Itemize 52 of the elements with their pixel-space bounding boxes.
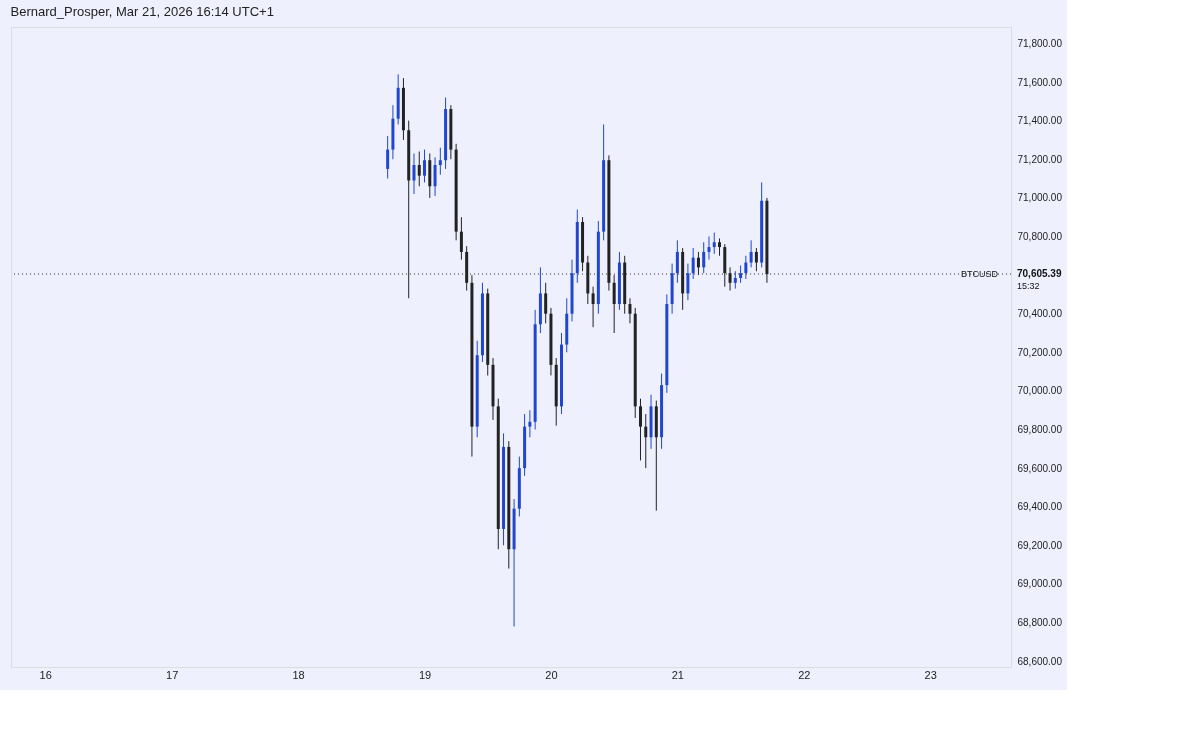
y-tick-label: 71,400.00 xyxy=(1017,115,1063,127)
candlestick xyxy=(628,297,632,324)
y-tick-label: 71,600.00 xyxy=(1017,76,1063,88)
candlestick xyxy=(675,239,679,284)
candlestick xyxy=(707,235,711,261)
y-tick-label: 71,800.00 xyxy=(1017,37,1063,49)
candlestick xyxy=(544,282,548,324)
text: 15:32 xyxy=(1017,281,1040,292)
candlestick xyxy=(591,286,595,328)
x-tick-label: 17 xyxy=(166,668,179,681)
y-tick-label: 70,000.00 xyxy=(1017,385,1063,397)
candlestick xyxy=(639,398,642,461)
y-tick-label: 69,200.00 xyxy=(1017,539,1063,551)
candlestick xyxy=(386,135,390,180)
candlestick xyxy=(433,156,437,197)
x-tick-label: 19 xyxy=(418,668,432,681)
x-tick-label: 20 xyxy=(545,668,558,681)
candlestick xyxy=(691,247,695,280)
candlestick xyxy=(712,232,716,255)
candlestick xyxy=(702,241,706,274)
y-tick-label: 70,800.00 xyxy=(1017,230,1063,242)
y-tick-label: 69,800.00 xyxy=(1017,424,1063,436)
y-tick-label: 69,600.00 xyxy=(1017,462,1063,474)
x-tick-label: 18 xyxy=(292,668,305,681)
x-tick-label: 16 xyxy=(39,668,52,681)
candlestick xyxy=(438,147,442,176)
y-tick-label: 70,200.00 xyxy=(1017,346,1063,358)
candlestick xyxy=(412,152,416,195)
candlestick xyxy=(749,239,753,268)
x-tick-label: 22 xyxy=(798,668,811,681)
candlestick xyxy=(417,151,421,187)
annotation: BTCUSD xyxy=(961,269,999,280)
y-tick-label: 71,200.00 xyxy=(1017,153,1063,165)
candlestick xyxy=(744,255,748,280)
chart-title: Bernard_Prosper, Mar 21, 2026 16:14 UTC+1 xyxy=(10,4,274,19)
y-tick-label: 71,000.00 xyxy=(1017,192,1063,204)
x-tick-label: 21 xyxy=(671,668,684,681)
ref-line-label: 70,605.39 xyxy=(1017,268,1062,280)
candlestick xyxy=(754,247,758,272)
candlestick xyxy=(459,216,463,261)
y-tick-label: 69,400.00 xyxy=(1017,501,1063,513)
candlestick xyxy=(728,266,732,292)
y-tick-label: 68,800.00 xyxy=(1017,617,1063,629)
y-tick-label: 70,400.00 xyxy=(1017,308,1063,320)
candlestick xyxy=(612,274,616,334)
candlestick xyxy=(686,263,690,301)
x-tick-label: 23 xyxy=(924,668,937,681)
candlestick xyxy=(528,409,532,438)
candlestick xyxy=(644,413,648,469)
candlestick xyxy=(423,149,427,183)
y-tick-label: 69,000.00 xyxy=(1017,578,1063,590)
y-tick-label: 68,600.00 xyxy=(1017,655,1063,667)
